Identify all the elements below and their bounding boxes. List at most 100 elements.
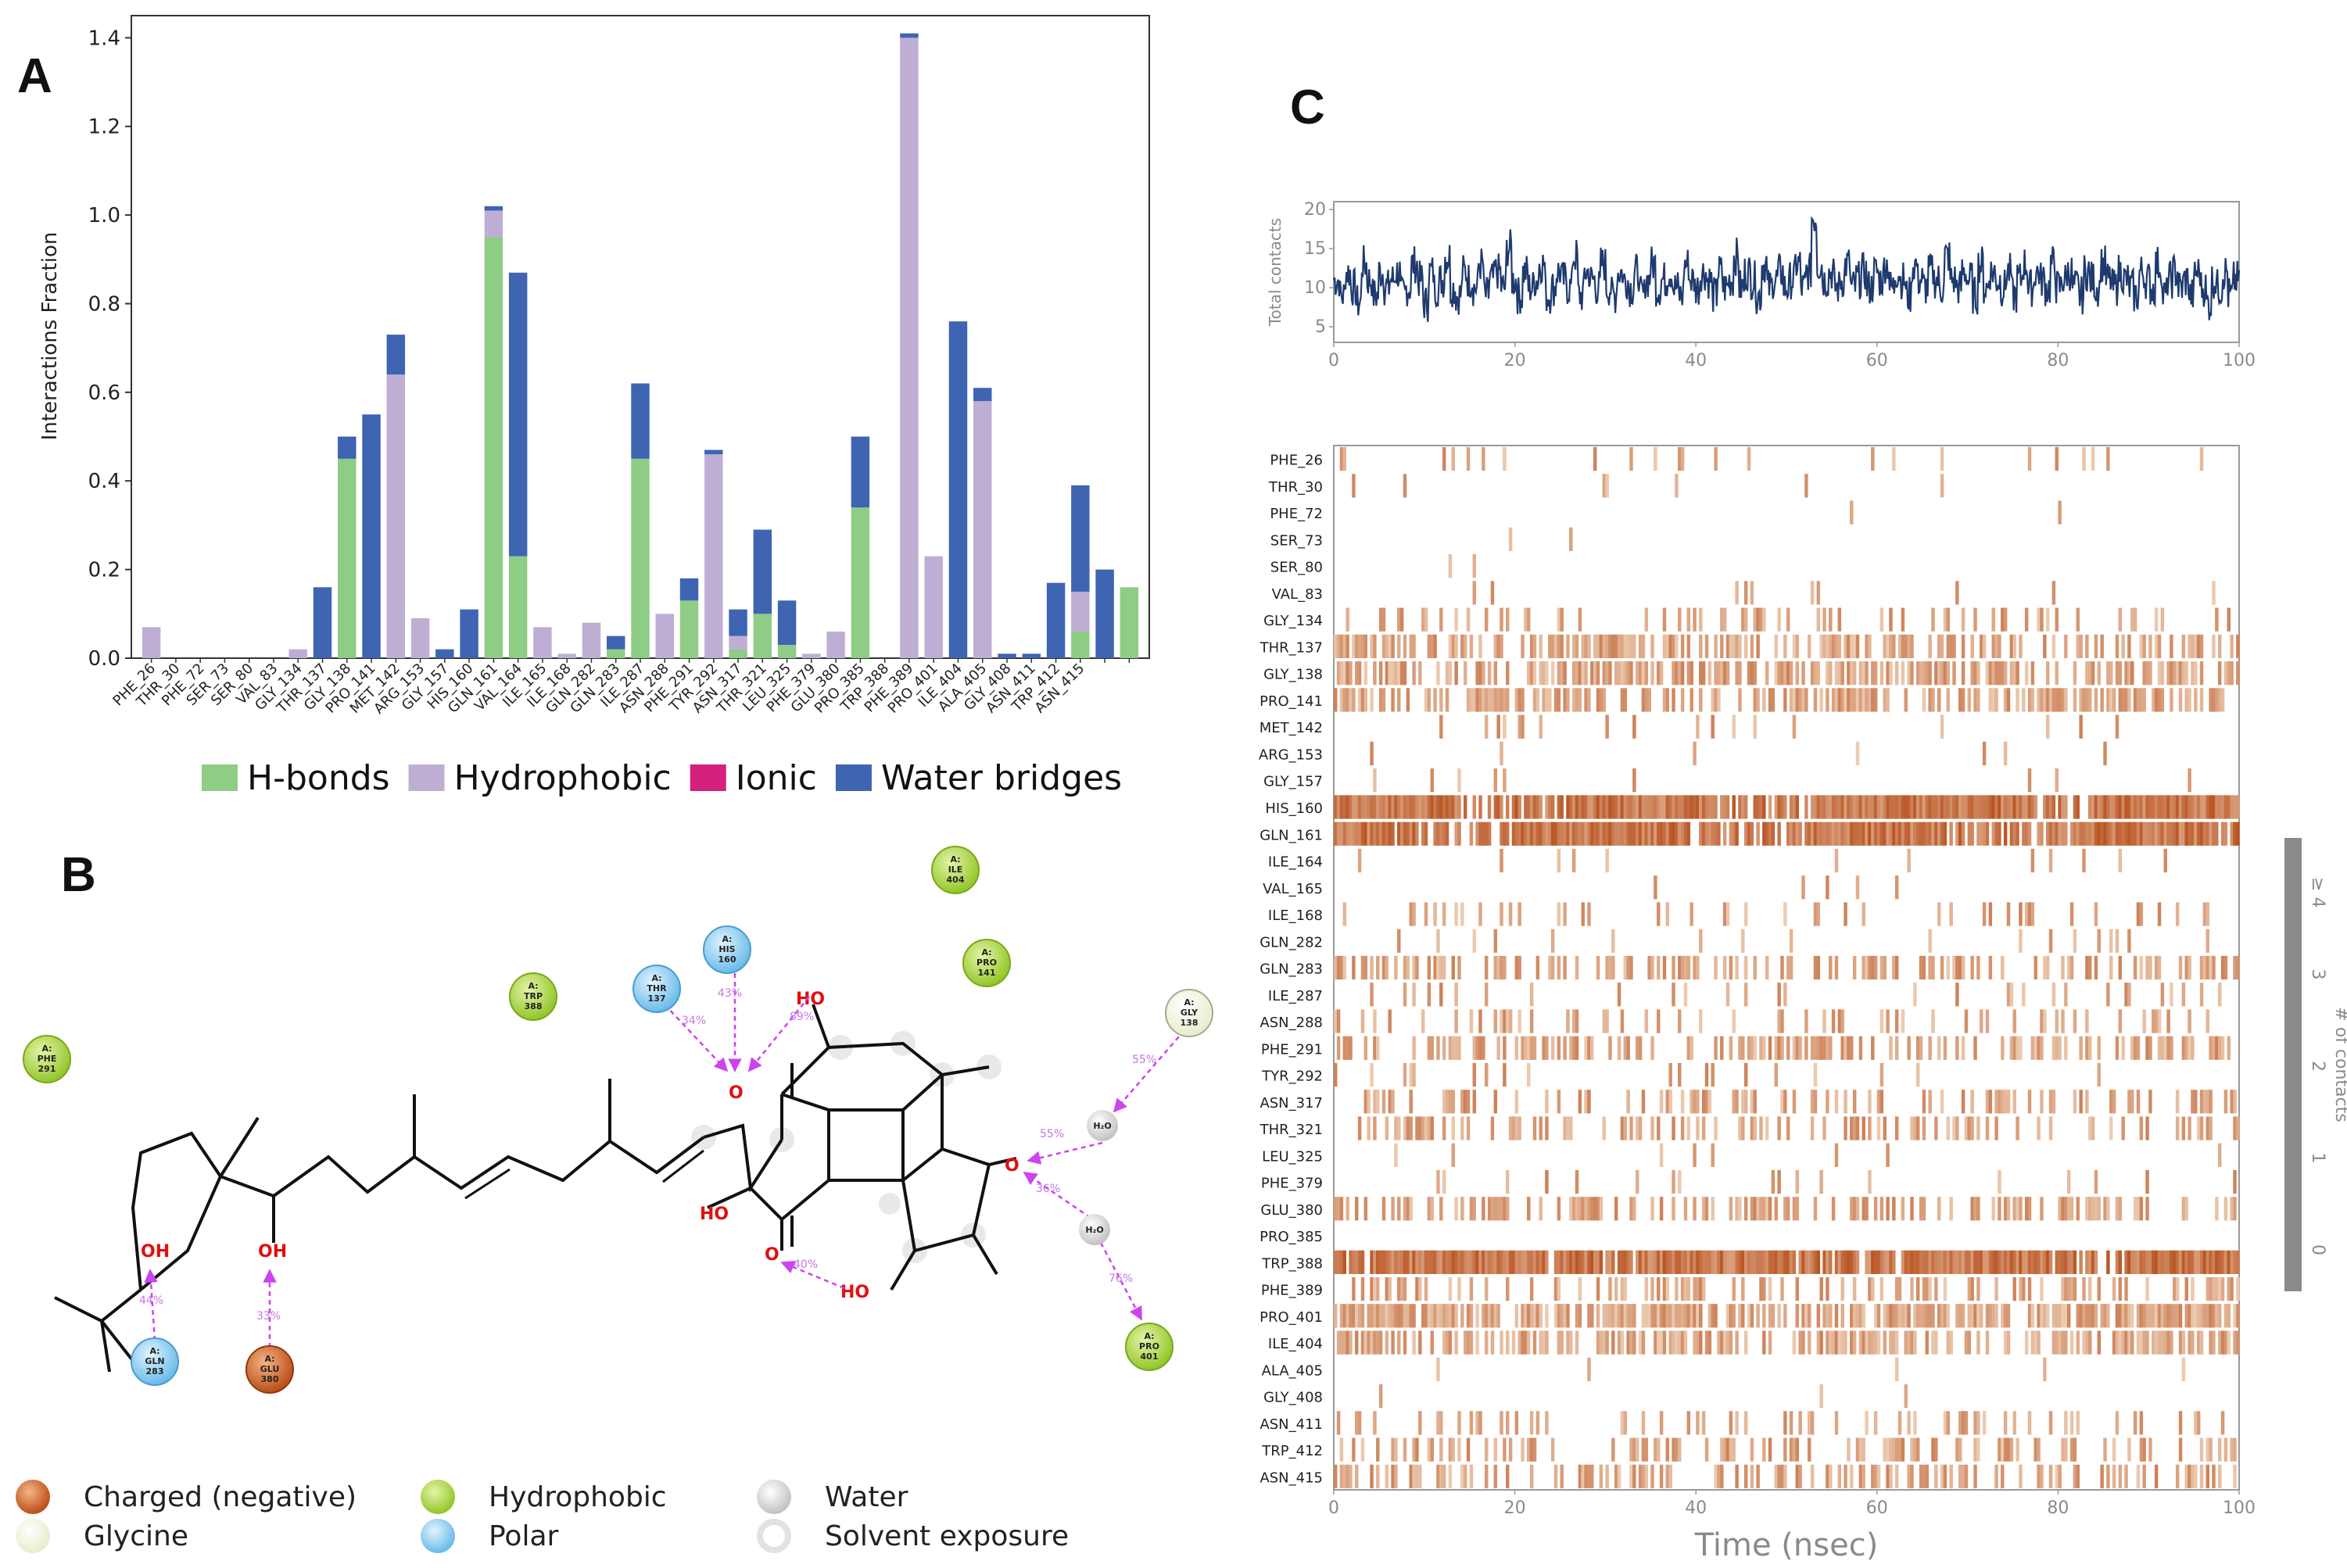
heatmap-cell <box>2109 1090 2113 1114</box>
heatmap-cell <box>1789 1437 1793 1462</box>
heatmap-cell <box>1367 1090 1371 1114</box>
heatmap-cell <box>1668 1062 1672 1087</box>
heatmap-cell <box>1792 634 1797 659</box>
heatmap-cell <box>2019 795 2023 819</box>
heatmap-cell <box>2217 795 2222 819</box>
heatmap-cell <box>1342 1304 1347 1328</box>
heatmap-cell <box>1397 661 1401 686</box>
heatmap-cell <box>2196 1411 2201 1435</box>
heatmap-cell <box>1861 902 1865 926</box>
heatmap-cell <box>1659 1304 1664 1328</box>
bar-h-bonds <box>508 556 528 658</box>
heatmap-cell <box>2079 1036 2083 1060</box>
heatmap-cell <box>1865 1330 1869 1355</box>
heatmap-cell <box>1931 955 1935 980</box>
heatmap-cell <box>1421 607 1425 632</box>
heatmap-cell <box>1907 795 1911 819</box>
heatmap-cell <box>1506 1009 1510 1033</box>
heatmap-cell <box>1388 634 1392 659</box>
heatmap-cell <box>1421 822 1425 846</box>
heatmap-cell <box>1641 1437 1646 1462</box>
heatmap-cell <box>1391 1464 1395 1488</box>
heatmap-cell <box>2001 955 2005 980</box>
pct-thr137: 34% <box>682 1015 706 1027</box>
heatmap-cell <box>2121 1330 2125 1355</box>
bar-water-bridges <box>998 653 1016 658</box>
heatmap-cell <box>1762 1036 1766 1060</box>
residue-name: THR <box>647 983 667 993</box>
heatmap-cell <box>1789 822 1793 846</box>
heatmap-cell <box>2233 1090 2237 1114</box>
panel-a-label: A <box>17 49 52 103</box>
heatmap-cell <box>1381 688 1386 712</box>
heatmap-cell <box>1493 634 1498 659</box>
heatmap-cell <box>2082 848 2086 873</box>
heatmap-cell <box>1336 1250 1341 1274</box>
bar-water-bridges <box>973 388 992 402</box>
heatmap-cell <box>1451 955 1455 980</box>
heatmap-cell <box>2022 1250 2026 1274</box>
heatmap-cell <box>1852 634 1857 659</box>
heatmap-cell <box>1542 1330 1546 1355</box>
heatmap-cell <box>1943 1276 1947 1301</box>
heatmap-cell <box>2148 1090 2152 1114</box>
heatmap-cell <box>1759 607 1763 632</box>
heatmap-row-label: PHE_379 <box>1261 1176 1323 1192</box>
heatmap-cell <box>1336 822 1341 846</box>
heatmap-cell <box>1743 1090 1748 1114</box>
heatmap-cell <box>2220 955 2225 980</box>
heatmap-cell <box>1378 661 1383 686</box>
atom-oh-1: OH <box>141 1242 170 1262</box>
heatmap-cell <box>1678 1062 1682 1087</box>
heatmap-cell <box>1571 1009 1576 1033</box>
heatmap-cell <box>1403 822 1407 846</box>
heatmap-cell <box>1729 1036 1733 1060</box>
heatmap-cell <box>1910 822 1914 846</box>
heatmap-cell <box>1940 1090 1944 1114</box>
heatmap-cell <box>1686 1116 1691 1140</box>
heatmap-cell <box>1844 795 1847 819</box>
heatmap-cell <box>1937 902 1941 926</box>
heatmap-cell <box>1750 1250 1754 1274</box>
heatmap-cell <box>1829 1304 1833 1328</box>
heatmap-row-label: LEU_325 <box>1262 1148 1323 1165</box>
heatmap-cell <box>2205 955 2209 980</box>
heatmap-cell <box>1741 1036 1745 1060</box>
heatmap-cell <box>1399 822 1404 846</box>
heatmap-cell <box>2033 1250 2037 1274</box>
heatmap-cell <box>2040 1036 2044 1060</box>
heatmap-cell <box>2191 1250 2195 1274</box>
heatmap-cell <box>1517 1116 1521 1140</box>
heatmap-cell <box>2066 1197 2071 1221</box>
heatmap-cell <box>1780 795 1784 819</box>
heatmap-cell <box>1475 661 1479 686</box>
heatmap-cell <box>2188 768 2191 793</box>
heatmap-cell <box>2142 795 2146 819</box>
heatmap-cell <box>1879 1090 1884 1114</box>
heatmap-cell <box>1529 822 1534 846</box>
heatmap-cell <box>1527 1437 1531 1462</box>
heatmap-cell <box>1858 688 1863 712</box>
heatmap-cell <box>1901 661 1905 686</box>
heatmap-cell <box>1381 822 1386 846</box>
heatmap-cell <box>1463 795 1467 819</box>
heatmap-cell <box>2069 1411 2074 1435</box>
heatmap-cell <box>2121 795 2125 819</box>
heatmap-cell <box>1485 1330 1489 1355</box>
heatmap-cell <box>2181 1330 2186 1355</box>
heatmap-cell <box>1373 795 1377 819</box>
heatmap-cell <box>1720 1330 1724 1355</box>
atom-oh-2: OH <box>258 1242 287 1262</box>
heatmap-cell <box>1514 1304 1519 1328</box>
heatmap-cell <box>1466 1116 1471 1140</box>
heatmap-cell <box>2061 688 2065 712</box>
heatmap-cell <box>1360 1276 1365 1301</box>
heatmap-cell <box>2142 822 2146 846</box>
heatmap-cell <box>2133 1250 2137 1274</box>
heatmap-cell <box>2202 1250 2207 1274</box>
heatmap-cell <box>2040 688 2044 712</box>
heatmap-cell <box>1397 1116 1401 1140</box>
bar-h-bonds <box>1071 631 1090 658</box>
heatmap-cell <box>1976 1437 1980 1462</box>
heatmap-cell <box>2170 1330 2173 1355</box>
